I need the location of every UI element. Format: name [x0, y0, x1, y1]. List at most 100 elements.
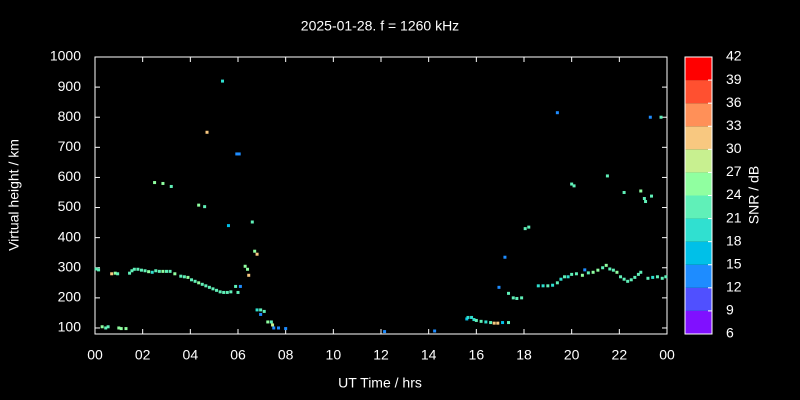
data-point — [501, 321, 505, 325]
data-point — [272, 326, 276, 330]
data-point — [639, 270, 643, 274]
x-tick-label: 00 — [659, 347, 675, 363]
x-tick-label: 04 — [183, 347, 199, 363]
x-axis-label: UT Time / hrs — [338, 375, 422, 391]
colorbar-band — [685, 310, 712, 334]
y-axis-label: Virtual height / km — [6, 139, 22, 251]
data-point — [119, 327, 123, 331]
y-tick-label: 900 — [58, 78, 82, 94]
colorbar-band — [685, 149, 712, 173]
data-point — [642, 197, 646, 201]
data-point — [503, 255, 507, 259]
data-point — [147, 270, 151, 274]
y-tick-label: 600 — [58, 168, 82, 184]
y-tick-label: 800 — [58, 108, 82, 124]
data-point — [433, 329, 437, 333]
data-point — [596, 268, 600, 272]
data-point — [507, 321, 511, 325]
data-point — [229, 290, 233, 294]
data-point — [629, 278, 633, 282]
data-point — [633, 275, 637, 279]
x-tick-label: 14 — [421, 347, 437, 363]
data-point — [574, 272, 578, 276]
data-point — [207, 285, 211, 289]
data-point — [284, 327, 288, 331]
data-point — [515, 296, 519, 300]
data-point — [466, 315, 470, 319]
data-point — [136, 267, 140, 271]
data-point — [566, 275, 570, 279]
data-point — [489, 321, 493, 325]
data-point — [193, 279, 197, 283]
data-point — [104, 326, 108, 330]
data-point — [660, 276, 664, 280]
data-point — [205, 130, 209, 134]
data-point — [277, 326, 281, 330]
data-point — [255, 308, 259, 312]
data-point — [648, 115, 652, 119]
data-point — [225, 290, 229, 294]
data-point — [271, 323, 275, 327]
data-point — [116, 272, 120, 276]
data-point — [106, 325, 110, 329]
data-point — [479, 319, 483, 323]
data-point — [472, 318, 476, 322]
data-point — [520, 296, 524, 300]
data-point — [586, 271, 590, 275]
colorbar-band — [685, 172, 712, 196]
data-point — [117, 326, 121, 330]
data-point — [580, 273, 584, 277]
data-point — [626, 279, 630, 283]
data-point — [247, 273, 251, 277]
data-point — [197, 281, 201, 285]
data-point — [262, 309, 266, 313]
y-tick-label: 1000 — [50, 48, 81, 64]
data-point — [150, 270, 154, 274]
data-point — [132, 267, 136, 271]
data-point — [197, 203, 201, 207]
data-point — [555, 111, 559, 115]
data-point — [536, 284, 540, 288]
data-point — [601, 266, 605, 270]
colorbar-band — [685, 218, 712, 242]
x-tick-label: 10 — [326, 347, 342, 363]
data-point — [253, 249, 257, 253]
data-point — [186, 275, 190, 279]
data-point — [94, 267, 98, 271]
x-tick-label: 18 — [516, 347, 532, 363]
y-tick-label: 400 — [58, 228, 82, 244]
data-point — [570, 272, 574, 276]
colorbar-band — [685, 195, 712, 219]
colorbar-tick-label: 36 — [726, 94, 742, 110]
colorbar-tick-label: 39 — [726, 71, 742, 87]
data-point — [546, 284, 550, 288]
data-point — [222, 290, 226, 294]
data-point — [128, 271, 132, 275]
data-point — [130, 269, 134, 273]
data-point — [246, 267, 250, 271]
data-point — [259, 312, 263, 316]
data-point — [541, 284, 545, 288]
data-point — [496, 321, 500, 325]
colorbar-band — [685, 126, 712, 150]
data-point — [165, 269, 168, 273]
x-tick-label: 12 — [373, 347, 389, 363]
data-point — [168, 269, 172, 273]
data-point — [474, 318, 478, 322]
colorbar-label: SNR / dB — [746, 166, 762, 224]
colorbar-band — [685, 287, 712, 311]
data-point — [157, 269, 161, 273]
data-point — [234, 284, 238, 288]
data-point — [651, 275, 655, 279]
colorbar-tick-label: 12 — [726, 279, 742, 295]
data-point — [255, 252, 259, 256]
data-point — [259, 308, 263, 312]
y-tick-label: 500 — [58, 198, 82, 214]
colorbar-tick-label: 42 — [726, 48, 742, 64]
data-point — [221, 79, 225, 83]
data-point — [97, 268, 101, 272]
data-point — [383, 330, 387, 334]
data-point — [110, 272, 114, 276]
